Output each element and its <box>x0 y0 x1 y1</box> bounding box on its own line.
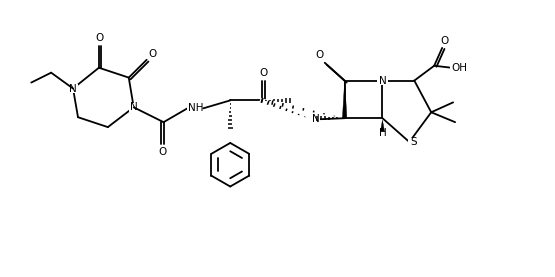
Text: N: N <box>130 102 138 112</box>
Polygon shape <box>342 81 347 118</box>
Text: H: H <box>379 128 386 138</box>
Text: OH: OH <box>451 63 467 73</box>
Bar <box>158 147 168 156</box>
Text: N: N <box>312 114 320 124</box>
Bar <box>95 34 105 42</box>
Bar <box>68 84 78 93</box>
Text: N: N <box>379 76 386 86</box>
Polygon shape <box>381 120 385 131</box>
Text: N: N <box>69 83 77 94</box>
Text: O: O <box>440 36 448 46</box>
Bar <box>408 137 419 147</box>
Bar <box>129 103 139 112</box>
Bar <box>310 115 321 124</box>
Bar <box>450 63 468 72</box>
Bar <box>377 76 388 85</box>
Bar <box>148 49 158 58</box>
Text: O: O <box>96 33 104 43</box>
Bar <box>188 104 203 113</box>
Bar <box>315 50 325 59</box>
Text: O: O <box>159 147 166 157</box>
Bar <box>439 37 449 45</box>
Text: S: S <box>410 137 417 147</box>
Text: O: O <box>149 49 157 59</box>
Bar <box>378 129 387 137</box>
Bar <box>258 68 268 77</box>
Text: NH: NH <box>188 103 203 113</box>
Text: O: O <box>316 50 324 60</box>
Text: O: O <box>259 68 267 78</box>
